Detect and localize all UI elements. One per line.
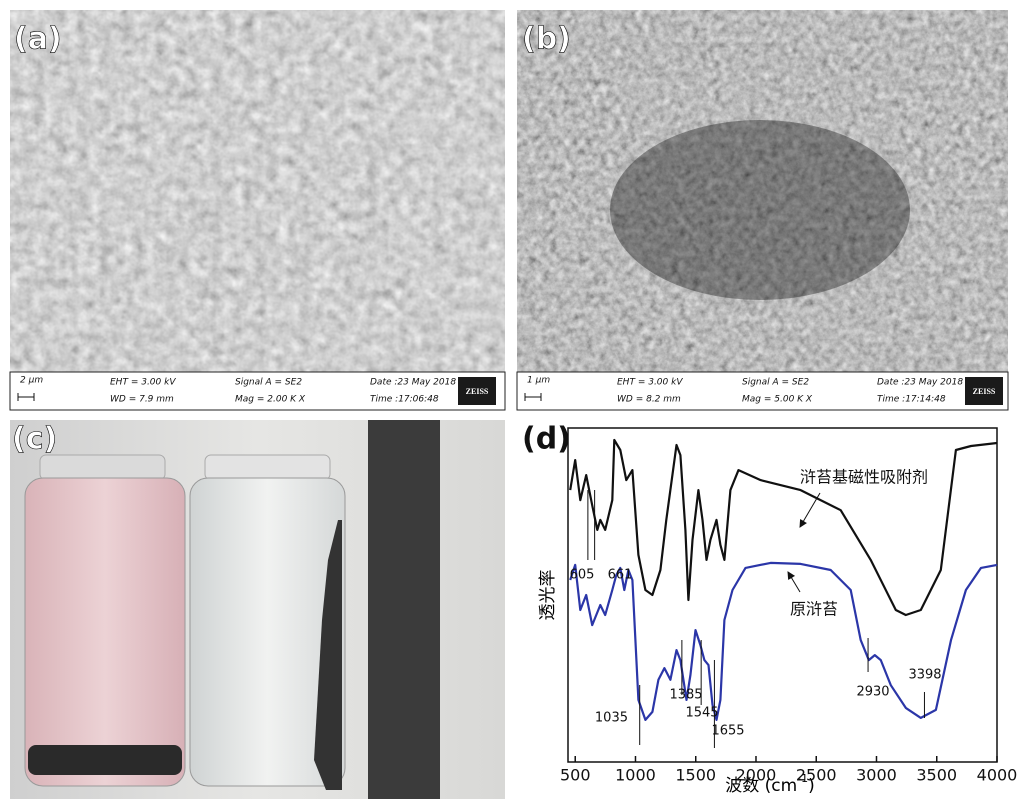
- peak-label: 1385: [669, 688, 702, 703]
- series-label: 浒苔基磁性吸附剂: [800, 468, 928, 487]
- sem-image-b: [517, 10, 1008, 372]
- magnet: [368, 420, 440, 799]
- sem-mag: Mag = 2.00 K X: [235, 395, 306, 405]
- sem-wd: WD = 8.2 mm: [617, 395, 681, 405]
- peak-label: 1655: [711, 724, 744, 739]
- sem-time: Time :17:14:48: [877, 395, 946, 405]
- vial-pink: [24, 477, 186, 787]
- x-tick-label: 2000: [736, 766, 777, 785]
- sem-time: Time :17:06:48: [370, 395, 439, 405]
- vial-neck: [204, 454, 331, 481]
- logo: ZEISS: [466, 387, 489, 396]
- x-label-end: ): [808, 776, 815, 796]
- plot-frame: [567, 427, 998, 763]
- sem-signal: Signal A = SE2: [742, 378, 809, 388]
- peak-label: 605: [570, 568, 595, 583]
- sem-wd: WD = 7.9 mm: [110, 395, 174, 405]
- x-tick-label: 4000: [977, 766, 1017, 785]
- sem-signal: Signal A = SE2: [235, 378, 302, 388]
- scale-text: 2 µm: [20, 376, 43, 386]
- peak-label: 3398: [908, 668, 941, 683]
- peak-label: 1035: [595, 711, 628, 726]
- logo-box: [965, 377, 1003, 405]
- sem-bar: [516, 371, 1009, 411]
- sem-date: Date :23 May 2018: [370, 378, 456, 388]
- x-label-sup: -1: [797, 772, 808, 785]
- panel-label: (c): [12, 422, 57, 457]
- x-tick-label: 500: [560, 766, 591, 785]
- panel-label: (b): [522, 22, 571, 57]
- peak-label: 2930: [856, 685, 889, 700]
- panel-label: (d): [522, 422, 571, 457]
- sem-bar: [9, 371, 506, 411]
- x-tick-label: 1500: [675, 766, 716, 785]
- scale-bar: [17, 393, 35, 401]
- scale-text: 1 µm: [527, 376, 550, 386]
- sem-image-a: [10, 10, 505, 372]
- x-tick-label: 3000: [856, 766, 897, 785]
- series-line: [569, 438, 998, 617]
- vial-neck: [39, 454, 166, 481]
- photo-c: [10, 420, 505, 799]
- x-tick-label: 2500: [796, 766, 837, 785]
- logo: ZEISS: [973, 387, 996, 396]
- sem-date: Date :23 May 2018: [877, 378, 963, 388]
- x-label: 波数 (cm: [725, 776, 797, 796]
- label-arrow: [787, 571, 801, 593]
- sem-eht: EHT = 3.00 kV: [617, 378, 683, 388]
- panel-label: (a): [14, 22, 62, 57]
- vial-clear: [189, 477, 346, 787]
- x-tick-label: 1000: [615, 766, 656, 785]
- logo-box: [458, 377, 496, 405]
- peak-label: 1545: [685, 706, 718, 721]
- x-axis-label: 波数 (cm-1): [725, 772, 815, 796]
- sediment: [28, 745, 182, 775]
- sem-mag: Mag = 5.00 K X: [742, 395, 813, 405]
- x-tick-label: 3500: [916, 766, 957, 785]
- sem-eht: EHT = 3.00 kV: [110, 378, 176, 388]
- cavity-shade: [610, 120, 910, 300]
- series-label: 原浒苔: [790, 600, 838, 619]
- attracted-particles: [314, 520, 342, 790]
- y-axis-label: 透光率: [538, 570, 558, 621]
- series-line: [569, 561, 998, 721]
- scale-bar: [524, 393, 542, 401]
- label-arrow: [799, 492, 821, 528]
- peak-label: 661: [608, 568, 633, 583]
